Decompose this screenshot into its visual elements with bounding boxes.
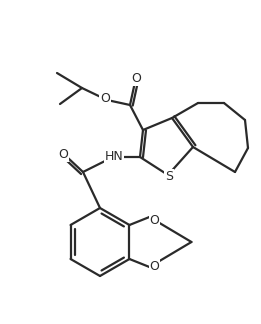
- Text: O: O: [58, 148, 68, 161]
- Text: S: S: [165, 169, 173, 182]
- Text: O: O: [150, 214, 159, 226]
- Text: HN: HN: [105, 149, 123, 163]
- Text: O: O: [150, 260, 159, 272]
- Text: O: O: [100, 91, 110, 105]
- Text: O: O: [131, 73, 141, 86]
